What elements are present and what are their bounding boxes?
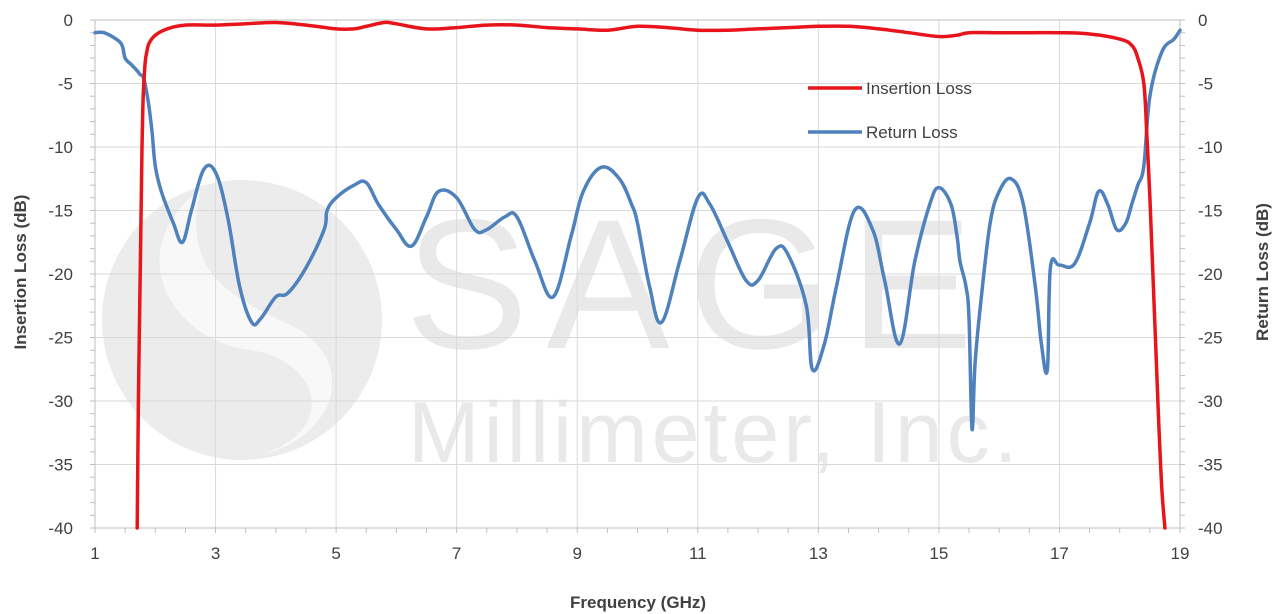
y-tick-label-left: -15 [48,202,73,221]
legend-label-insertion-loss: Insertion Loss [866,79,972,98]
x-tick-label: 11 [689,544,707,563]
return-loss-line [93,28,1182,432]
x-tick-label: 9 [572,544,581,563]
y-tick-label-right: -15 [1198,202,1223,221]
y-tick-label-left: -25 [48,329,73,348]
y-tick-label-right: -5 [1198,75,1213,94]
chart-gridlines [95,20,1180,528]
x-tick-label: 15 [929,544,948,563]
y-tick-label-right: -30 [1198,392,1223,411]
x-tick-label: 5 [331,544,340,563]
y-tick-label-right: -40 [1198,519,1223,538]
x-tick-label: 7 [452,544,461,563]
y-tick-label-right: 0 [1198,11,1207,30]
watermark-logo-text: SAGE [405,182,991,388]
y-tick-label-left: 0 [64,11,73,30]
x-tick-label: 13 [809,544,828,563]
x-tick-label: 17 [1050,544,1069,563]
watermark-logo-subtext: Millimeter, Inc. [408,385,1022,481]
y-axis-title-left: Insertion Loss (dB) [11,195,30,350]
y-tick-label-left: -5 [58,75,73,94]
y-tick-label-right: -10 [1198,138,1223,157]
sage-watermark-logo: SAGE Millimeter, Inc. [102,180,1022,481]
y-tick-label-left: -35 [48,456,73,475]
y-tick-label-left: -30 [48,392,73,411]
axis-tick-marks [90,19,1185,533]
legend-label-return-loss: Return Loss [866,123,958,142]
series-layer [93,20,1182,530]
x-axis-title: Frequency (GHz) [570,593,706,612]
y-tick-label-left: -10 [48,138,73,157]
y-tick-label-right: -35 [1198,456,1223,475]
y-tick-label-right: -25 [1198,329,1223,348]
watermark-logo-swoosh [159,190,333,455]
chart-legend: Insertion Loss Return Loss [808,79,972,142]
y-tick-label-left: -40 [48,519,73,538]
y-axis-title-right: Return Loss (dB) [1253,203,1272,341]
y-tick-label-left: -20 [48,265,73,284]
axis-tick-labels: 1 3 5 7 9 11 13 15 17 190 0-5 -5-10 -10-15 -15-20 -20-… [48,11,1222,563]
x-tick-label: 19 [1171,544,1190,563]
y-tick-label-right: -20 [1198,265,1223,284]
plot-area-frame [94,19,1181,529]
insertion-loss-line [135,20,1167,530]
x-tick-label: 1 [90,544,99,563]
x-tick-label: 3 [211,544,220,563]
